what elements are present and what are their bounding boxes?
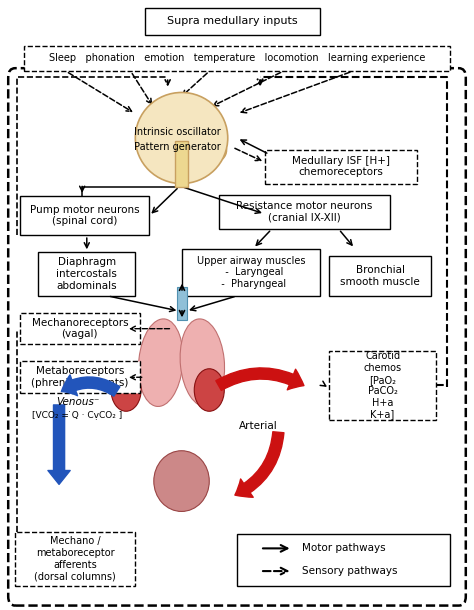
Ellipse shape — [111, 369, 141, 411]
FancyBboxPatch shape — [329, 351, 436, 420]
Ellipse shape — [180, 319, 225, 406]
FancyArrowPatch shape — [48, 405, 70, 484]
Text: Intrinsic oscillator: Intrinsic oscillator — [134, 127, 220, 137]
Text: Pattern generator: Pattern generator — [134, 142, 220, 152]
Text: Medullary ISF [H+]
chemoreceptors: Medullary ISF [H+] chemoreceptors — [292, 156, 390, 178]
Text: Sleep   phonation   emotion   temperature   locomotion   learning experience: Sleep phonation emotion temperature loco… — [49, 54, 425, 63]
Text: Upper airway muscles
  -  Laryngeal
  -  Pharyngeal: Upper airway muscles - Laryngeal - Phary… — [197, 256, 305, 289]
Ellipse shape — [201, 138, 227, 162]
Text: Metaboreceptors
(phrenic afferents): Metaboreceptors (phrenic afferents) — [31, 367, 128, 388]
Ellipse shape — [194, 369, 224, 411]
Text: Resistance motor neurons
(cranial IX-XII): Resistance motor neurons (cranial IX-XII… — [236, 201, 372, 223]
Text: Motor pathways: Motor pathways — [302, 544, 385, 553]
Text: Diaphragm
intercostals
abdominals: Diaphragm intercostals abdominals — [56, 257, 117, 290]
FancyArrowPatch shape — [216, 368, 304, 390]
FancyBboxPatch shape — [20, 362, 140, 393]
FancyBboxPatch shape — [15, 532, 135, 586]
Text: Carotid
chemos
[PaO₂
PaCO₂
H+a
K+a]: Carotid chemos [PaO₂ PaCO₂ H+a K+a] — [364, 351, 401, 420]
FancyBboxPatch shape — [177, 287, 187, 320]
FancyBboxPatch shape — [182, 248, 320, 296]
Ellipse shape — [138, 319, 183, 406]
Text: Mechano /
metaboreceptor
afferents
(dorsal columns): Mechano / metaboreceptor afferents (dors… — [34, 536, 116, 581]
FancyArrowPatch shape — [61, 375, 120, 396]
Ellipse shape — [135, 93, 228, 184]
Text: Arterial: Arterial — [238, 422, 277, 431]
FancyBboxPatch shape — [237, 534, 450, 586]
FancyBboxPatch shape — [24, 46, 450, 71]
Text: Mechanoreceptors
(vagal): Mechanoreceptors (vagal) — [32, 318, 128, 340]
FancyArrowPatch shape — [235, 432, 284, 497]
Text: Venous⁻: Venous⁻ — [56, 397, 99, 407]
Text: Pump motor neurons
(spinal cord): Pump motor neurons (spinal cord) — [30, 204, 139, 226]
Text: Bronchial
smooth muscle: Bronchial smooth muscle — [340, 265, 420, 287]
FancyBboxPatch shape — [329, 256, 431, 296]
FancyBboxPatch shape — [219, 195, 390, 229]
Text: Sensory pathways: Sensory pathways — [302, 566, 397, 576]
FancyBboxPatch shape — [20, 196, 149, 235]
Text: Supra medullary inputs: Supra medullary inputs — [167, 16, 298, 26]
FancyBboxPatch shape — [145, 8, 320, 35]
Ellipse shape — [154, 451, 209, 511]
FancyBboxPatch shape — [38, 252, 135, 296]
FancyBboxPatch shape — [20, 313, 140, 345]
FancyBboxPatch shape — [174, 141, 188, 187]
Text: [VCO₂ = ̇Q · CṿCO₂ ]: [VCO₂ = ̇Q · CṿCO₂ ] — [32, 411, 123, 419]
FancyBboxPatch shape — [265, 149, 417, 184]
